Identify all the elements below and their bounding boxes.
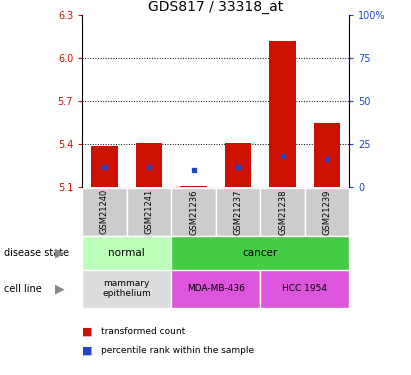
Text: mammary
epithelium: mammary epithelium (102, 279, 151, 298)
Text: ▶: ▶ (55, 247, 65, 259)
Text: ▶: ▶ (55, 282, 65, 295)
Text: normal: normal (109, 248, 145, 258)
Text: ■: ■ (82, 346, 93, 355)
Text: GSM21240: GSM21240 (100, 189, 109, 234)
Bar (305, 188, 349, 236)
Bar (82, 188, 127, 236)
Bar (269, 41, 296, 188)
Bar (225, 143, 252, 188)
Bar (260, 270, 349, 308)
Bar (82, 236, 171, 270)
Text: ■: ■ (82, 327, 93, 337)
Text: GSM21236: GSM21236 (189, 189, 198, 235)
Text: disease state: disease state (4, 248, 69, 258)
Bar (314, 123, 340, 188)
Text: GSM21238: GSM21238 (278, 189, 287, 235)
Title: GDS817 / 33318_at: GDS817 / 33318_at (148, 0, 284, 14)
Text: percentile rank within the sample: percentile rank within the sample (101, 346, 254, 355)
Text: GSM21237: GSM21237 (233, 189, 242, 235)
Text: HCC 1954: HCC 1954 (282, 284, 327, 293)
Text: cell line: cell line (4, 284, 42, 294)
Bar (127, 188, 171, 236)
Bar (260, 188, 305, 236)
Text: MDA-MB-436: MDA-MB-436 (187, 284, 245, 293)
Bar (91, 146, 118, 188)
Bar (171, 188, 216, 236)
Bar (180, 186, 207, 188)
Text: cancer: cancer (242, 248, 278, 258)
Text: GSM21241: GSM21241 (145, 189, 153, 234)
Bar (136, 143, 162, 188)
Bar (171, 236, 349, 270)
Text: GSM21239: GSM21239 (323, 189, 332, 235)
Bar (171, 270, 260, 308)
Bar (82, 270, 171, 308)
Text: transformed count: transformed count (101, 327, 185, 336)
Bar (216, 188, 260, 236)
